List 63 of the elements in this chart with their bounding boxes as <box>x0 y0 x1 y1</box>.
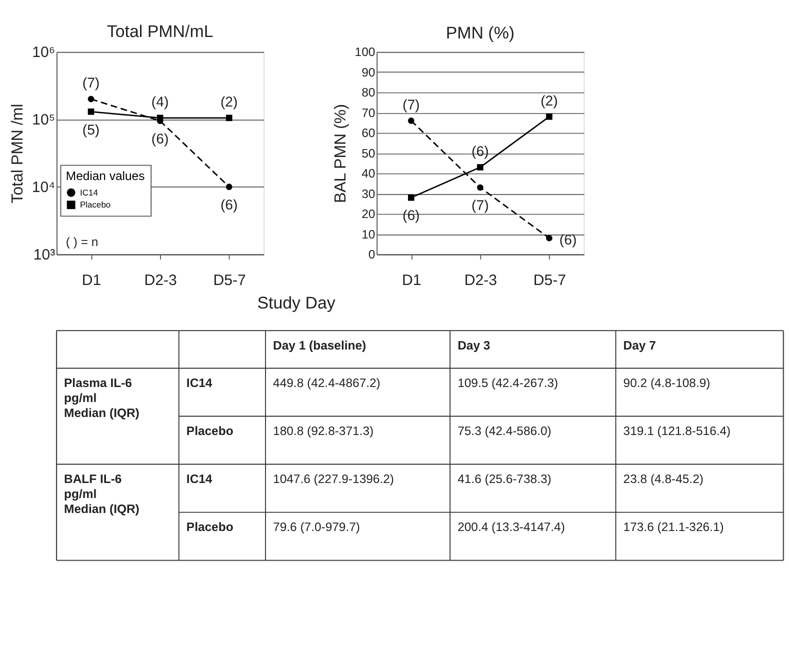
y-tick-label: 10 <box>362 227 376 242</box>
text: 109.5 (42.4-267.3) <box>458 376 558 390</box>
annotation: (5) <box>82 121 100 138</box>
text: Placebo <box>186 424 234 438</box>
text: 449.8 (42.4-4867.2) <box>273 376 380 390</box>
text: 23.8 (4.8-45.2) <box>623 472 704 486</box>
annotation: (4) <box>151 94 169 110</box>
text: 90.2 (4.8-108.9) <box>623 376 710 390</box>
text: 41.6 (25.6-738.3) <box>458 472 552 486</box>
y-tick-label: 100 <box>354 45 376 60</box>
text: Day 1 (baseline) <box>273 338 366 352</box>
chart-title: Total PMN/mL <box>106 22 214 41</box>
y-tick-label: 20 <box>362 207 376 222</box>
x-tick-label: D5-7 <box>533 272 566 289</box>
y-tick-label: 10⁴ <box>32 179 56 196</box>
x-tick-label: D1 <box>402 272 422 289</box>
text: Plasma IL-6 pg/ml Median (IQR) <box>64 376 140 420</box>
text: 173.6 (21.1-326.1) <box>623 520 724 534</box>
y-tick-label: 10³ <box>33 246 56 264</box>
legend-label: Placebo <box>80 200 111 210</box>
annotation: (6) <box>151 130 169 146</box>
text: Day 7 <box>623 338 656 352</box>
text: BALF IL-6 pg/ml Median (IQR) <box>64 472 140 516</box>
point <box>408 194 414 201</box>
y-tick-label: 90 <box>362 65 376 80</box>
x-axis-title: Study Day <box>257 293 336 312</box>
text: IC14 <box>186 472 212 486</box>
legend-title: Median values <box>66 168 145 183</box>
x-tick-label: D2-3 <box>464 272 497 289</box>
chart-title: PMN (%) <box>446 24 515 43</box>
text: 75.3 (42.4-586.0) <box>458 424 552 438</box>
legend-label: IC14 <box>80 187 98 198</box>
y-tick-label: 80 <box>362 86 376 100</box>
y-tick-label: 0 <box>368 248 376 262</box>
text: Placebo <box>186 520 234 534</box>
y-axis-title: BAL PMN (%) <box>332 104 350 204</box>
annotation: (2) <box>220 94 238 110</box>
annotation: (7) <box>472 197 489 214</box>
y-tick-label: 70 <box>362 106 376 120</box>
point <box>546 114 552 120</box>
text: IC14 <box>186 376 212 390</box>
annotation: (7) <box>82 74 100 91</box>
y-tick-label: 40 <box>362 166 376 181</box>
annotation: (7) <box>402 96 420 112</box>
annotation: ( ) = n <box>66 234 98 249</box>
x-tick-label: D5-7 <box>213 272 246 289</box>
y-tick-label: 60 <box>362 126 376 140</box>
text: 180.8 (92.8-371.3) <box>273 424 374 438</box>
text: Day 3 <box>458 338 490 352</box>
text: 1047.6 (227.9-1396.2) <box>273 472 394 486</box>
x-tick-label: D1 <box>82 272 102 289</box>
y-axis-title: Total PMN /ml <box>9 104 26 204</box>
annotation: (6) <box>559 232 577 248</box>
text: 200.4 (13.3-4147.4) <box>458 520 565 534</box>
y-tick-label: 10⁵ <box>32 112 56 129</box>
text: 319.1 (121.8-516.4) <box>623 424 731 438</box>
y-tick-label: 10⁶ <box>32 44 56 62</box>
text: 79.6 (7.0-979.7) <box>273 520 360 534</box>
y-tick-label: 30 <box>362 186 376 201</box>
annotation: (2) <box>540 92 558 108</box>
annotation: (6) <box>220 196 238 212</box>
y-tick-label: 50 <box>362 146 376 160</box>
x-tick-label: D2-3 <box>144 272 177 289</box>
